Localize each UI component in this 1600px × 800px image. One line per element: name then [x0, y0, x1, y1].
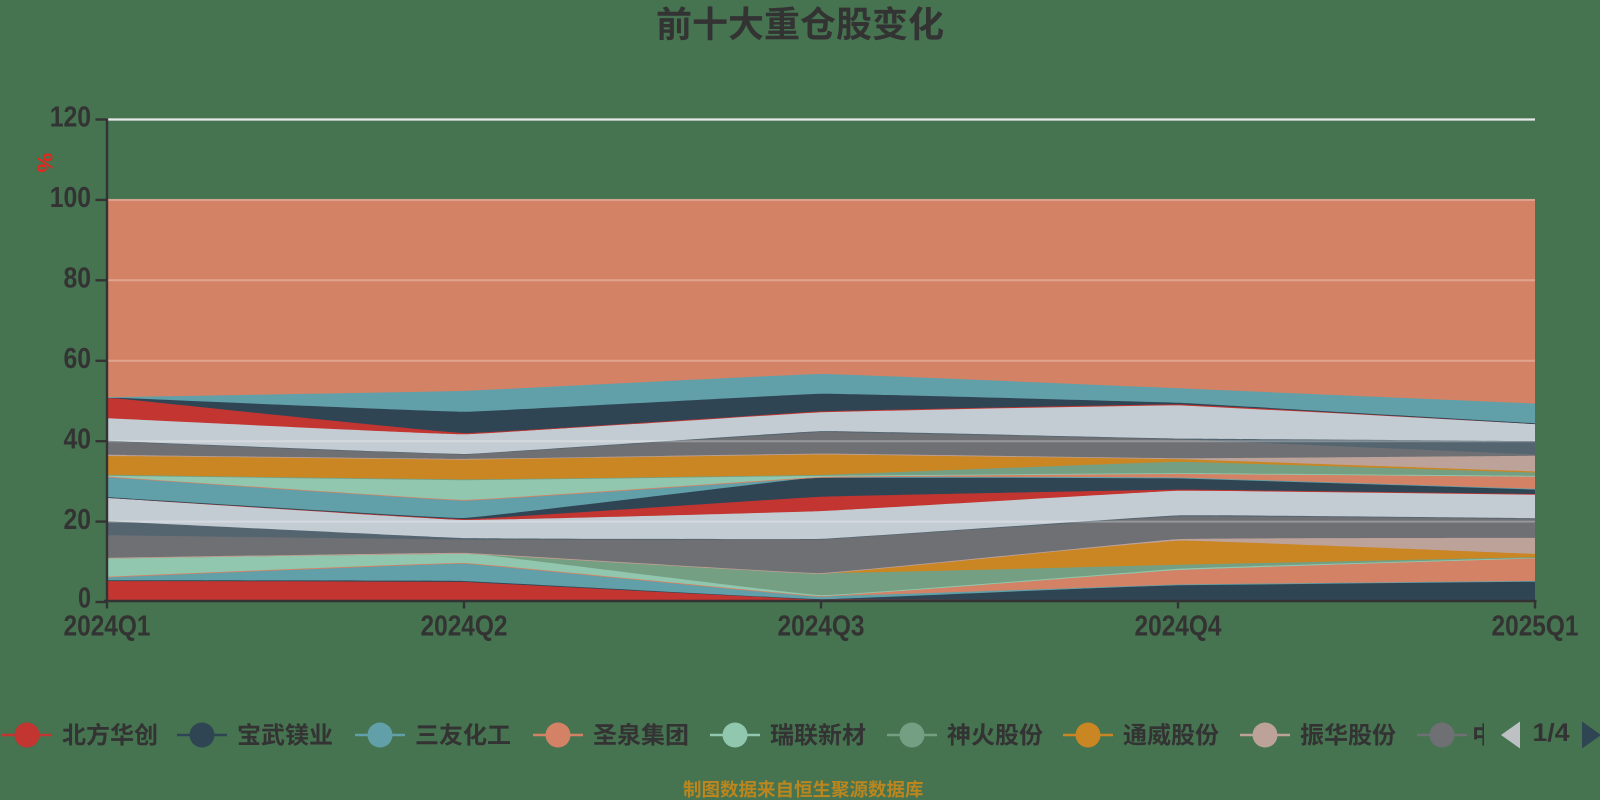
svg-text:20: 20: [64, 504, 92, 536]
svg-text:1/4: 1/4: [1533, 719, 1570, 747]
svg-text:0: 0: [78, 583, 91, 615]
svg-text:40: 40: [64, 423, 92, 455]
svg-text:80: 80: [64, 263, 92, 295]
svg-text:60: 60: [64, 343, 92, 375]
svg-text:%: %: [32, 153, 57, 173]
svg-text:2024Q3: 2024Q3: [778, 611, 865, 643]
svg-text:120: 120: [50, 102, 91, 134]
svg-text:2024Q1: 2024Q1: [64, 611, 151, 643]
svg-text:2024Q2: 2024Q2: [421, 611, 508, 643]
svg-text:2024Q4: 2024Q4: [1135, 611, 1222, 643]
svg-text:2025Q1: 2025Q1: [1492, 611, 1579, 643]
svg-text:100: 100: [50, 182, 91, 214]
